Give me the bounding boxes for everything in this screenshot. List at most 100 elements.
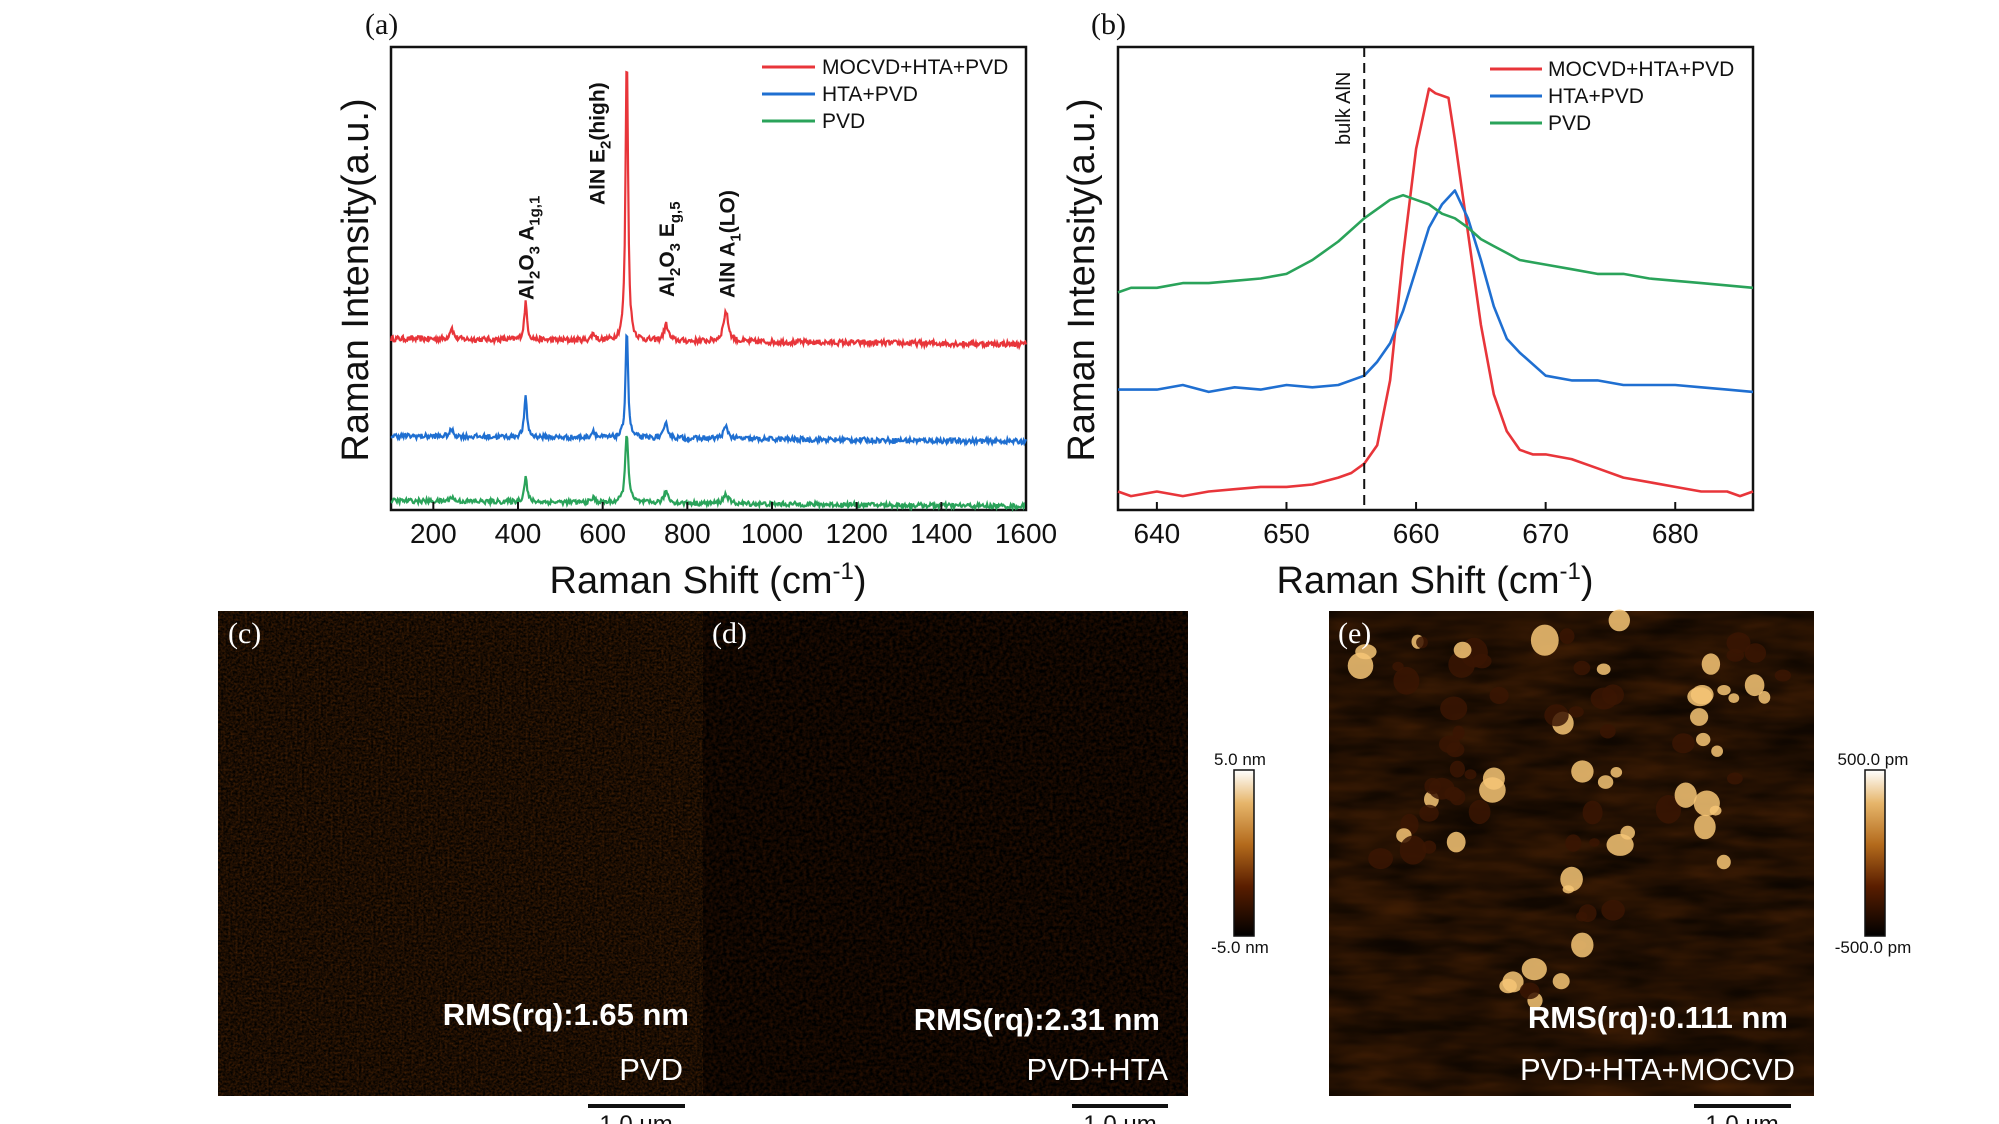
afm-grain [1392, 661, 1404, 672]
afm-panel-e: (e) RMS(rq):0.111 nm PVD+HTA+MOCVD 1.0 u… [1329, 609, 1814, 1124]
plot-frame-b [1116, 45, 1755, 512]
rms-label-d: RMS(rq):2.31 nm [914, 1002, 1160, 1037]
annotation-fragment: 2 [597, 141, 614, 149]
annotation-fragment: (high) [586, 82, 609, 140]
x-tick-label-a: 1000 [741, 518, 803, 549]
afm-grain [1499, 978, 1517, 994]
series-group-a [389, 70, 1028, 513]
afm-grain [1728, 693, 1740, 703]
afm-image-c-texture [218, 611, 703, 1096]
rms-label-e: RMS(rq):0.111 nm [1528, 1000, 1788, 1035]
x-axis-title-a-sup: -1 [832, 558, 853, 585]
afm-grain [1589, 838, 1600, 847]
afm-grain [1438, 735, 1461, 753]
sample-label-e: PVD+HTA+MOCVD [1520, 1052, 1795, 1087]
afm-grain [1368, 848, 1393, 870]
afm-grain [1716, 854, 1731, 870]
afm-grain [1489, 686, 1509, 705]
x-tick-label-b: 650 [1263, 518, 1310, 549]
afm-grain [1701, 653, 1721, 675]
afm-grain [1571, 760, 1594, 783]
rms-label-c: RMS(rq):1.65 nm [443, 997, 689, 1032]
afm-grain [1568, 706, 1584, 718]
colorbar-pm-gradient [1864, 769, 1886, 937]
afm-grain [1440, 696, 1468, 721]
annotation-fragment: O [656, 251, 679, 267]
x-tick-label-a: 800 [664, 518, 711, 549]
legend-label-hta-b: HTA+PVD [1548, 85, 1644, 108]
afm-grain [1560, 866, 1583, 892]
annotation-fragment: g,5 [667, 201, 684, 223]
afm-grain [1416, 636, 1428, 649]
afm-grain [1519, 982, 1540, 1000]
x-tick-label-a: 1200 [826, 518, 888, 549]
x-axis-title-a-main: Raman Shift (cm [550, 560, 833, 602]
afm-grain [1464, 769, 1477, 780]
colorbar-nm-bottom: -5.0 nm [1211, 938, 1269, 957]
afm-grain [1399, 835, 1427, 865]
legend-label-hta-a: HTA+PVD [822, 83, 918, 106]
afm-grain [1419, 804, 1439, 822]
colorbar-pm-top: 500.0 pm [1838, 750, 1909, 769]
annotation-fragment: (LO) [717, 190, 740, 233]
colorbar-pm: 500.0 pm -500.0 pm [1835, 750, 1912, 957]
annotation-fragment: Al [516, 279, 539, 300]
legend-label-pvd-b: PVD [1548, 112, 1591, 135]
series-line-a-0 [389, 70, 1028, 351]
x-tick-label-a: 600 [579, 518, 626, 549]
afm-grain [1562, 885, 1575, 894]
x-tick-label-b: 660 [1393, 518, 1440, 549]
y-axis-title-a: Raman Intensity(a.u.) [335, 98, 377, 461]
y-axis-title-b: Raman Intensity(a.u.) [1061, 98, 1103, 461]
colorbar-nm-gradient [1233, 769, 1255, 937]
afm-grain [1596, 663, 1611, 675]
afm-grain [1565, 834, 1582, 852]
peak-annotation-a-3: AlN A1(LO) [717, 190, 745, 298]
plot-frame-a [389, 45, 1028, 512]
afm-grain [1744, 674, 1765, 697]
afm-image-d-texture [703, 611, 1188, 1096]
sample-label-d: PVD+HTA [1026, 1052, 1168, 1087]
panel-letter-a: (a) [365, 8, 398, 41]
afm-grain [1608, 609, 1631, 632]
afm-grain [1530, 624, 1559, 656]
colorbar-nm: 5.0 nm -5.0 nm [1211, 750, 1269, 957]
afm-grain [1449, 789, 1466, 806]
afm-grain [1573, 660, 1591, 676]
x-tick-label-b: 680 [1652, 518, 1699, 549]
afm-grain [1672, 733, 1695, 754]
x-axis-title-b-sup: -1 [1559, 558, 1580, 585]
series-group-b [1117, 87, 1754, 498]
afm-grain [1601, 899, 1625, 921]
x-tick-label-b: 670 [1522, 518, 1569, 549]
colorbar-pm-bottom: -500.0 pm [1835, 938, 1912, 957]
x-axis-title-a: Raman Shift (cm-1) [550, 558, 867, 602]
annotation-fragment: E [656, 223, 679, 243]
x-tick-label-a: 400 [495, 518, 542, 549]
afm-grain [1582, 800, 1603, 825]
afm-grain [1655, 795, 1682, 824]
annotation-fragment: 1g,1 [527, 196, 544, 226]
annotation-fragment: A [516, 226, 539, 246]
afm-grain [1709, 805, 1722, 816]
scale-label-e: 1.0 um [1705, 1111, 1778, 1124]
afm-grain [1620, 825, 1635, 840]
colorbar-nm-top: 5.0 nm [1214, 750, 1266, 769]
panel-letter-c: (c) [228, 617, 261, 650]
annotation-fragment: 2 [527, 271, 544, 279]
x-axis-title-b-main: Raman Shift (cm [1277, 560, 1560, 602]
annotation-fragment: O [516, 254, 539, 270]
afm-grain [1690, 708, 1709, 726]
x-tick-label-a: 1400 [910, 518, 972, 549]
afm-grain [1610, 767, 1623, 778]
legend-b: MOCVD+HTA+PVD HTA+PVD PVD [1490, 58, 1734, 135]
legend-label-mocvd-b: MOCVD+HTA+PVD [1548, 58, 1734, 81]
afm-grain [1696, 732, 1711, 747]
annotation-fragment: 3 [667, 243, 684, 251]
afm-grain [1468, 799, 1491, 825]
afm-grain [1727, 772, 1743, 785]
legend-a: MOCVD+HTA+PVD HTA+PVD PVD [762, 56, 1008, 133]
bulk-aln-label: bulk AlN [1333, 72, 1355, 145]
scale-label-d: 1.0 um [1083, 1111, 1156, 1124]
